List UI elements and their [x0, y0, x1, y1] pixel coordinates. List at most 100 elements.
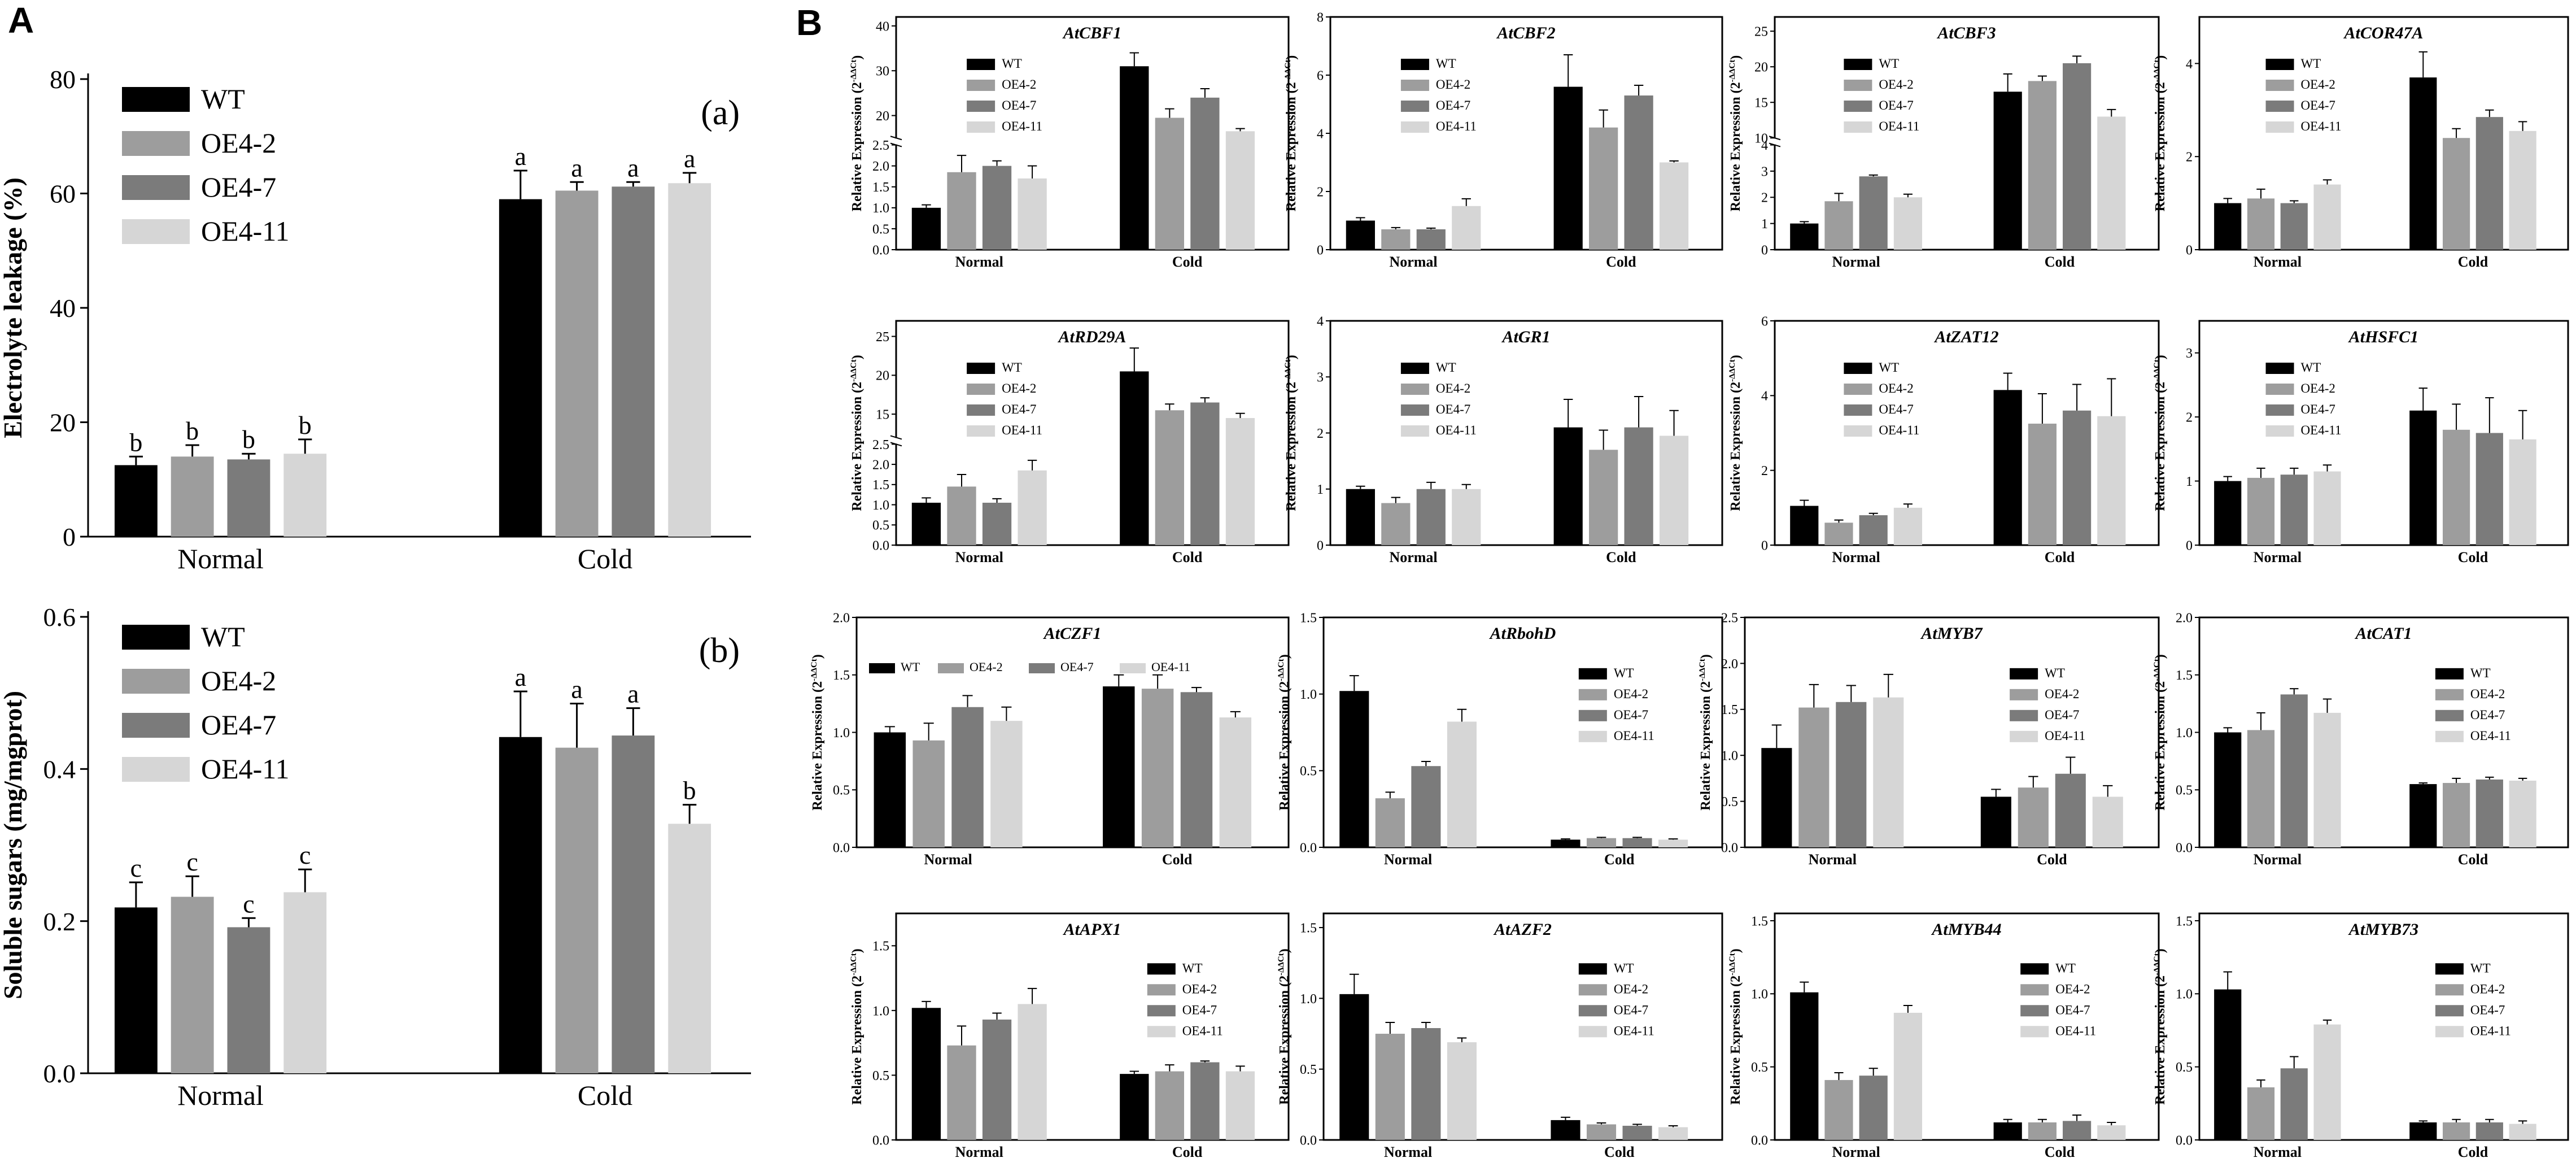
- chart-frame: [895, 16, 1290, 251]
- x-category-label: Normal: [177, 543, 264, 574]
- legend-swatch-OE4-2: [938, 663, 964, 673]
- y-tick-label: 1: [2186, 475, 2193, 489]
- legend-swatch-OE4-7: [2265, 404, 2294, 416]
- significance-letter: b: [299, 411, 312, 439]
- legend-label: OE4-7: [201, 171, 276, 203]
- legend-label: OE4-7: [1002, 98, 1036, 112]
- legend-label: WT: [1436, 56, 1456, 71]
- y-tick-label: 2.0: [833, 611, 850, 625]
- y-tick-label: 0: [2186, 538, 2193, 553]
- chart-a1: (a) 0 20 40 60 80 Electrolyte leakage (%) b b b b N…: [0, 65, 751, 574]
- bar-OE4-11-Cold: [2097, 1125, 2126, 1140]
- chart-title: AtCBF1: [1062, 24, 1121, 42]
- y-tick-label: 0: [1317, 538, 1324, 553]
- y-tick-label: 0.5: [872, 222, 889, 237]
- y-axis-label-end: ): [850, 355, 865, 359]
- y-tick-label: 4: [1317, 314, 1324, 329]
- bar-WT-Cold: [1551, 1120, 1580, 1140]
- bar-OE4-7-Normal: [2280, 475, 2308, 545]
- bar-OE4-2-Cold: [555, 190, 599, 537]
- y-axis-label: Soluble sugars (mg/mgprot): [0, 691, 27, 999]
- legend-swatch-WT: [2265, 59, 2294, 70]
- legend-label: OE4-2: [2301, 77, 2335, 92]
- y-axis-label: Relative Expression (2-ΔΔCt): [849, 948, 865, 1105]
- legend-swatch-OE4-7: [2265, 101, 2294, 112]
- bar-WT-Normal: [911, 1008, 941, 1140]
- y-axis-label-end: ): [1277, 654, 1292, 659]
- legend-label: WT: [1614, 666, 1634, 680]
- y-axis-label-end: ): [1699, 654, 1713, 659]
- legend-label: WT: [1002, 360, 1022, 375]
- chart-title: AtMYB7: [1920, 624, 1983, 643]
- y-axis-label-sup: -ΔΔCt: [1728, 953, 1737, 976]
- bar-OE4-11-Normal: [283, 892, 327, 1073]
- bar-OE4-7-Cold: [2063, 1121, 2092, 1140]
- bar-OE4-11-Normal: [990, 721, 1023, 847]
- legend-label: WT: [2045, 666, 2065, 680]
- legend-swatch-OE4-2: [1400, 80, 1429, 91]
- y-tick-label: 0.0: [1751, 1133, 1768, 1148]
- legend-swatch-OE4-11: [122, 757, 190, 782]
- legend-label: OE4-11: [2055, 1024, 2096, 1038]
- legend-swatch-OE4-2: [2435, 689, 2464, 700]
- y-axis-label: Relative Expression (2-ΔΔCt): [1283, 355, 1299, 511]
- y-axis-label: Relative Expression (2-ΔΔCt): [2153, 948, 2168, 1105]
- x-category-label: Normal: [1384, 1144, 1432, 1160]
- y-axis-label-main: Relative Expression (2: [850, 82, 865, 211]
- bar-WT-Normal: [1339, 691, 1369, 847]
- y-tick-label: 20: [1754, 60, 1768, 75]
- y-axis-label-sup: -ΔΔCt: [1277, 659, 1286, 681]
- bar-OE4-2-Cold: [2442, 1122, 2470, 1140]
- bar-WT-Normal: [1346, 220, 1375, 250]
- legend-label: OE4-11: [2470, 1024, 2511, 1038]
- y-axis-label-end: ): [1284, 55, 1299, 60]
- legend-swatch-OE4-11: [1844, 425, 1872, 437]
- bar-OE4-2-Cold: [1155, 117, 1184, 250]
- chart-title: AtHSFC1: [2348, 328, 2418, 346]
- bar-OE4-11-Normal: [1873, 697, 1904, 847]
- axis-break-mark: [890, 136, 902, 141]
- y-tick-label: 40: [876, 19, 889, 34]
- y-tick-label: 2.5: [872, 138, 889, 153]
- chart-frame: [1774, 320, 2160, 546]
- bar-OE4-2-Normal: [2247, 1087, 2275, 1140]
- bar-OE4-11-Cold: [2092, 796, 2123, 847]
- legend-swatch-OE4-11: [1120, 663, 1146, 673]
- axis-break-gap: [890, 438, 902, 444]
- bar-WT-Normal: [1790, 506, 1819, 545]
- bar-WT-Cold: [1120, 371, 1149, 545]
- bar-OE4-7-Cold: [1180, 692, 1213, 847]
- legend-swatch-OE4-2: [2020, 984, 2049, 996]
- y-tick-label: 2: [2186, 150, 2193, 165]
- bar-OE4-7-Cold: [2063, 410, 2092, 545]
- x-category-label: Cold: [1606, 549, 1636, 565]
- y-tick-label: 0.0: [872, 538, 889, 553]
- chart-frame: [2198, 912, 2569, 1141]
- x-category-label: Cold: [2458, 1144, 2488, 1160]
- bar-WT-Cold: [2409, 1122, 2437, 1140]
- legend-swatch-OE4-11: [1400, 425, 1429, 437]
- bar-OE4-7-Normal: [1859, 176, 1888, 250]
- y-axis-label-end: ): [2153, 948, 2168, 953]
- bar-OE4-2-Cold: [2028, 1122, 2057, 1140]
- legend-label: OE4-2: [2301, 381, 2335, 395]
- x-category-label: Normal: [2254, 254, 2302, 270]
- legend-label: WT: [901, 660, 920, 674]
- y-tick-label: 6: [1317, 68, 1324, 83]
- y-axis-label-end: ): [1284, 355, 1299, 359]
- y-axis-label-main: Relative Expression (2: [1728, 382, 1743, 511]
- bar-WT-Cold: [1980, 796, 2011, 847]
- y-axis-label-sup: -ΔΔCt: [2153, 60, 2162, 82]
- y-tick-label: 3: [1317, 371, 1324, 385]
- legend-label: OE4-7: [2470, 1003, 2505, 1017]
- y-axis-label: Relative Expression (2-ΔΔCt): [2153, 654, 2168, 811]
- chart-a2: (b) 0.0 0.2 0.4 0.6 Soluble sugars (mg/mgprot…: [0, 603, 751, 1111]
- legend-label: OE4-11: [1614, 729, 1654, 743]
- legend-swatch-OE4-11: [2265, 425, 2294, 437]
- y-tick-label: 1.5: [1751, 914, 1768, 929]
- bar-OE4-2-Cold: [555, 747, 599, 1073]
- legend-label: WT: [2301, 56, 2321, 71]
- y-tick-label: 0.5: [2176, 1060, 2193, 1075]
- bar-OE4-11-Cold: [1658, 839, 1688, 847]
